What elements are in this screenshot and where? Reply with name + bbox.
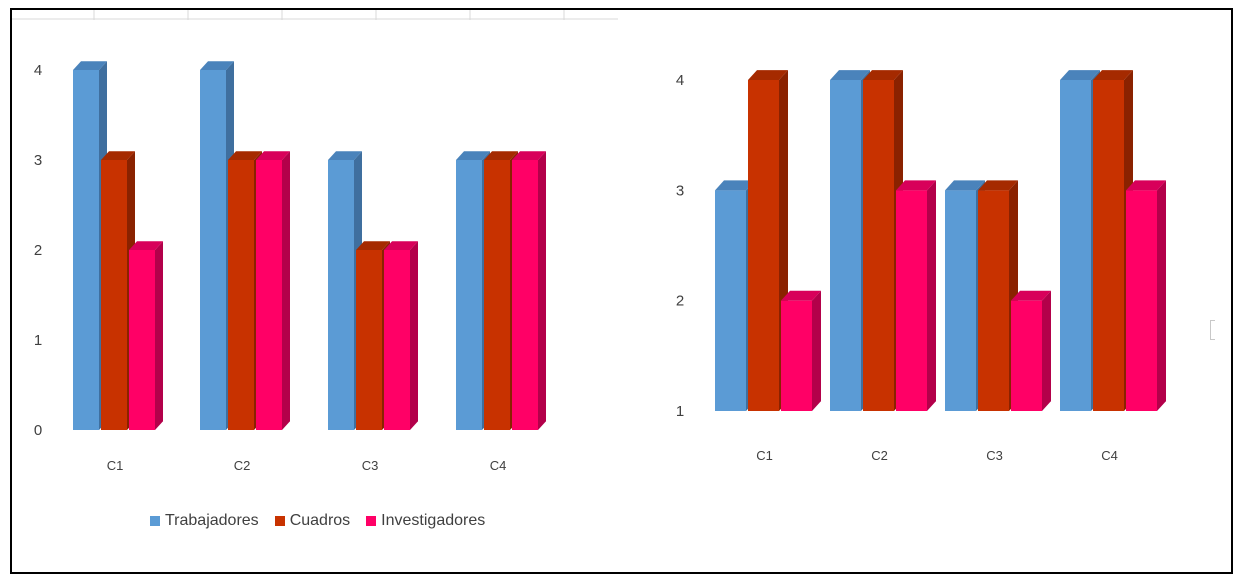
- bar-top: [781, 290, 821, 301]
- bar-c2-s2: [256, 160, 282, 430]
- bar-top: [129, 241, 163, 250]
- category-label: C1: [756, 448, 773, 463]
- legend-swatch-investigadores: [366, 516, 377, 526]
- bar-side: [538, 151, 546, 430]
- category-label: C4: [490, 458, 507, 473]
- bar-c4-s1: [484, 160, 510, 430]
- legend-item-cuadros: Cuadros: [274, 512, 351, 530]
- bar-c2-s2: [896, 190, 927, 411]
- bar-c3-s1: [978, 190, 1009, 411]
- legend: Trabajadores Cuadros Investigadores: [150, 512, 485, 530]
- bracket-mark: [1210, 320, 1215, 340]
- bar-c1-s0: [715, 190, 746, 411]
- bar-c3-s0: [945, 190, 976, 411]
- legend-label-trabajadores: Trabajadores: [165, 512, 259, 529]
- bar-c3-s2: [1011, 300, 1042, 411]
- bar-c2-s1: [228, 160, 254, 430]
- bar-c2-s1: [863, 80, 894, 411]
- bar-c3-s1: [356, 250, 382, 430]
- bar-top: [1060, 70, 1100, 80]
- category-label: C2: [234, 458, 251, 473]
- bar-side: [155, 241, 163, 430]
- bar-c2-s0: [830, 80, 861, 411]
- legend-item-investigadores: Investigadores: [366, 512, 485, 530]
- bar-top: [200, 61, 234, 70]
- bar-side: [1157, 180, 1166, 411]
- bar-c4-s2: [1126, 190, 1157, 411]
- bar-top: [1011, 290, 1051, 301]
- y-tick-label: 0: [34, 422, 42, 439]
- bar-c1-s2: [781, 300, 812, 411]
- bar-side: [282, 151, 290, 430]
- bar-c3-s2: [384, 250, 410, 430]
- y-tick-label: 4: [34, 62, 42, 79]
- bar-top: [101, 151, 135, 160]
- category-label: C2: [871, 448, 888, 463]
- category-label: C4: [1101, 448, 1118, 463]
- bar-top: [384, 241, 418, 250]
- chart-right: 1 2 3 4 C1 C2 C3 C4: [676, 70, 1166, 463]
- category-label: C3: [362, 458, 379, 473]
- y-tick-label: 2: [34, 242, 42, 259]
- bar-side: [410, 241, 418, 430]
- bar-top: [512, 151, 546, 160]
- bar-top: [356, 241, 390, 250]
- bar-c4-s0: [1060, 80, 1091, 411]
- y-tick-label: 3: [676, 182, 684, 199]
- legend-swatch-cuadros: [274, 516, 285, 526]
- bar-top: [748, 70, 788, 80]
- bar-top: [715, 180, 755, 191]
- bar-top: [1126, 180, 1166, 191]
- bar-c1-s0: [73, 70, 99, 430]
- bar-top: [896, 180, 936, 191]
- bar-top: [830, 70, 870, 80]
- bar-top: [328, 151, 362, 160]
- top-tick-marks: [12, 10, 618, 20]
- bar-c4-s2: [512, 160, 538, 430]
- bar-top: [978, 180, 1018, 191]
- bar-c4-s0: [456, 160, 482, 430]
- bar-c3-s0: [328, 160, 354, 430]
- bar-c1-s2: [129, 250, 155, 430]
- legend-label-investigadores: Investigadores: [381, 512, 486, 529]
- y-tick-label: 2: [676, 293, 684, 310]
- legend-label-cuadros: Cuadros: [289, 512, 351, 529]
- bar-top: [945, 180, 985, 191]
- bar-top: [73, 61, 107, 70]
- category-label: C1: [107, 458, 124, 473]
- bar-side: [927, 180, 936, 411]
- y-tick-label: 3: [34, 152, 42, 169]
- bar-c4-s1: [1093, 80, 1124, 411]
- bar-c2-s0: [200, 70, 226, 430]
- bar-top: [256, 151, 290, 160]
- bar-side: [1042, 290, 1051, 411]
- chart-left: 0 1 2 3 4 C1 C2 C3 C4: [34, 61, 546, 473]
- y-tick-label: 1: [34, 332, 42, 349]
- bar-top: [456, 151, 490, 160]
- bar-side: [812, 290, 821, 411]
- bar-top: [863, 70, 903, 80]
- bar-top: [484, 151, 518, 160]
- bar-top: [228, 151, 262, 160]
- y-tick-label: 1: [676, 403, 684, 420]
- bar-c1-s1: [101, 160, 127, 430]
- y-tick-label: 4: [676, 72, 684, 89]
- legend-item-trabajadores: Trabajadores: [150, 512, 259, 530]
- category-label: C3: [986, 448, 1003, 463]
- bar-top: [1093, 70, 1133, 80]
- legend-swatch-trabajadores: [150, 516, 160, 526]
- bar-c1-s1: [748, 80, 779, 411]
